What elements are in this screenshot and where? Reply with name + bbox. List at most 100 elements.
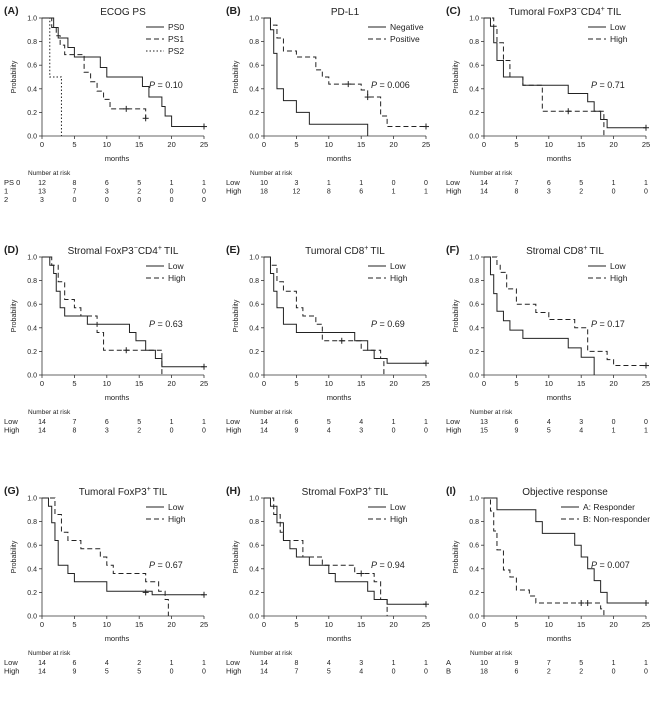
y-tick-label: 0.2 xyxy=(469,110,479,117)
risk-count: 6 xyxy=(105,180,109,187)
panel-title: Tumoral FoxP3+ TIL xyxy=(79,486,168,498)
risk-count: 0 xyxy=(202,669,206,676)
risk-table-header: Number at risk xyxy=(250,170,293,177)
y-tick-label: 0.8 xyxy=(249,278,259,285)
risk-row-label: A xyxy=(446,658,451,667)
legend-label: Low xyxy=(390,502,406,512)
legend-label: High xyxy=(168,273,186,283)
x-tick-label: 10 xyxy=(545,140,553,149)
risk-count: 2 xyxy=(137,189,141,196)
risk-count: 6 xyxy=(514,419,518,426)
y-tick-label: 0.0 xyxy=(27,614,37,621)
x-tick-label: 5 xyxy=(294,140,298,149)
p-value: P = 0.63 xyxy=(149,319,183,329)
x-axis-label: months xyxy=(105,154,130,163)
risk-count: 9 xyxy=(294,428,298,435)
risk-count: 4 xyxy=(359,419,363,426)
x-tick-label: 15 xyxy=(577,620,585,629)
x-tick-label: 20 xyxy=(609,379,617,388)
risk-count: 13 xyxy=(480,419,488,426)
y-tick-label: 0.8 xyxy=(469,519,479,526)
risk-count: 5 xyxy=(137,419,141,426)
legend-label: Low xyxy=(610,261,626,271)
y-tick-label: 1.0 xyxy=(27,255,37,262)
y-tick-label: 0.8 xyxy=(27,519,37,526)
x-tick-label: 0 xyxy=(262,379,266,388)
risk-count: 5 xyxy=(327,669,331,676)
x-axis-label: months xyxy=(547,634,572,643)
y-tick-label: 0.6 xyxy=(469,543,479,550)
risk-count: 2 xyxy=(579,189,583,196)
risk-row-label: High xyxy=(4,426,19,435)
km-curve-b-non-responder xyxy=(484,497,605,616)
panel-g: (G) Tumoral FoxP3+ TIL 0.0 0.2 0.4 0.6 0.8 1.0 0 5… xyxy=(4,485,208,676)
p-value: P = 0.94 xyxy=(371,560,405,570)
legend-label: High xyxy=(610,34,628,44)
risk-count: 3 xyxy=(105,428,109,435)
x-tick-label: 0 xyxy=(40,620,44,629)
risk-count: 5 xyxy=(137,180,141,187)
risk-count: 1 xyxy=(644,180,648,187)
x-tick-label: 15 xyxy=(357,379,365,388)
risk-table-header: Number at risk xyxy=(28,409,71,416)
x-tick-label: 5 xyxy=(294,379,298,388)
panel-title: Stromal FoxP3+ TIL xyxy=(302,486,389,498)
censor-mark xyxy=(142,115,149,122)
x-tick-label: 10 xyxy=(545,379,553,388)
panel-title: PD-L1 xyxy=(331,7,360,18)
risk-count: 1 xyxy=(170,180,174,187)
risk-count: 0 xyxy=(137,197,141,204)
risk-count: 14 xyxy=(38,669,46,676)
risk-count: 4 xyxy=(359,669,363,676)
risk-count: 18 xyxy=(480,669,488,676)
risk-count: 0 xyxy=(424,428,428,435)
x-tick-label: 25 xyxy=(642,140,650,149)
km-curve-positive xyxy=(264,17,426,128)
y-tick-label: 0.6 xyxy=(249,63,259,70)
risk-row-label: Low xyxy=(4,417,18,426)
risk-count: 12 xyxy=(293,189,301,196)
legend-label: Low xyxy=(610,22,626,32)
y-tick-label: 0.4 xyxy=(469,86,479,93)
x-tick-label: 20 xyxy=(167,620,175,629)
risk-count: 5 xyxy=(579,660,583,667)
y-tick-label: 1.0 xyxy=(249,16,259,23)
x-tick-label: 10 xyxy=(325,379,333,388)
p-value: P = 0.17 xyxy=(591,319,625,329)
legend-label: Negative xyxy=(390,22,424,32)
x-tick-label: 10 xyxy=(103,379,111,388)
y-tick-label: 0.0 xyxy=(249,373,259,380)
x-tick-label: 15 xyxy=(577,379,585,388)
y-axis-label: Probability xyxy=(233,540,240,573)
y-tick-label: 0.2 xyxy=(249,110,259,117)
panel-title: Objective response xyxy=(522,487,608,498)
y-tick-label: 0.4 xyxy=(27,566,37,573)
y-axis-label: Probability xyxy=(11,60,18,93)
censor-mark xyxy=(584,600,591,607)
risk-count: 0 xyxy=(392,669,396,676)
x-tick-label: 5 xyxy=(514,620,518,629)
panel-d: (D) Stromal FoxP3−CD4+ TIL 0.0 0.2 0.4 0.6 0.8 1… xyxy=(4,244,208,435)
risk-count: 14 xyxy=(480,189,488,196)
x-tick-label: 10 xyxy=(545,620,553,629)
risk-row-label: High xyxy=(226,667,241,676)
x-axis-label: months xyxy=(547,154,572,163)
y-tick-label: 0.4 xyxy=(249,566,259,573)
x-tick-label: 20 xyxy=(389,620,397,629)
panel-label: (I) xyxy=(446,485,456,497)
risk-count: 5 xyxy=(105,669,109,676)
risk-count: 1 xyxy=(392,660,396,667)
km-curve-ps2 xyxy=(42,17,62,136)
legend-label: Low xyxy=(390,261,406,271)
risk-count: 0 xyxy=(170,428,174,435)
risk-count: 3 xyxy=(359,660,363,667)
x-tick-label: 15 xyxy=(135,379,143,388)
risk-count: 0 xyxy=(202,197,206,204)
panel-h: (H) Stromal FoxP3+ TIL 0.0 0.2 0.4 0.6 0.8 1.0 0 5… xyxy=(226,485,430,676)
censor-mark xyxy=(364,94,371,101)
risk-count: 0 xyxy=(424,180,428,187)
km-curve-ps0 xyxy=(42,17,204,128)
risk-row-label: 1 xyxy=(4,187,8,196)
y-axis-label: Probability xyxy=(11,540,18,573)
